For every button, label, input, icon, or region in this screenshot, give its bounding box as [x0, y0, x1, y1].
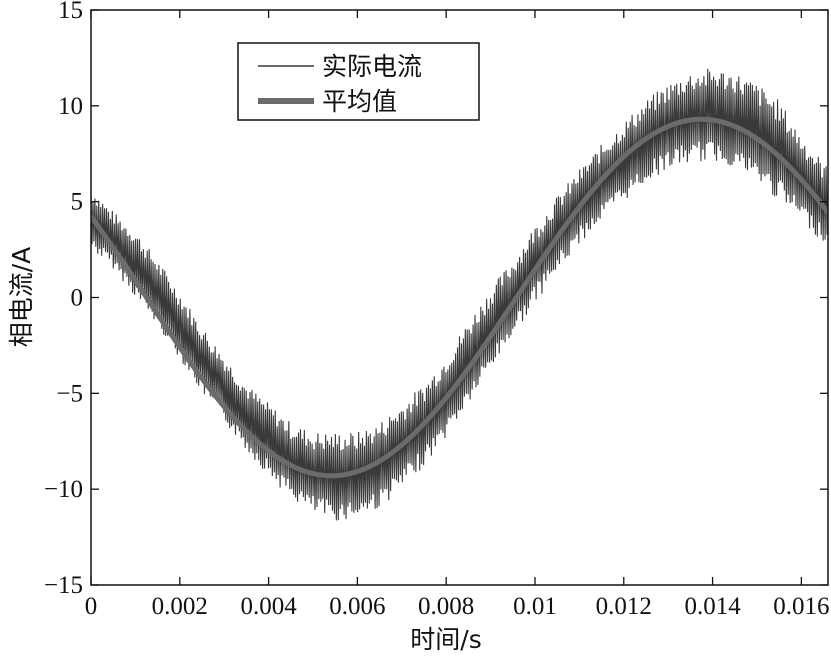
- y-tick-label: 15: [58, 0, 83, 24]
- y-tick-labels: 15 10 5 0 −5 −10 −15: [44, 0, 83, 599]
- actual-current-series-line: [91, 68, 828, 521]
- x-tick-label: 0: [85, 593, 98, 620]
- y-tick-label: −5: [56, 380, 83, 407]
- y-axis-label: 相电流/A: [7, 247, 36, 348]
- y-tick-label: 0: [71, 285, 84, 312]
- y-tick-label: 5: [71, 189, 84, 216]
- x-tick-label: 0.008: [418, 593, 474, 620]
- y-tick-label: 10: [58, 93, 83, 120]
- legend-label-actual: 实际电流: [322, 53, 422, 81]
- x-tick-label: 0.012: [596, 593, 652, 620]
- y-tick-label: −10: [44, 476, 83, 503]
- plot-frame: [90, 9, 829, 586]
- x-tick-label: 0.016: [773, 593, 829, 620]
- x-axis-label: 时间/s: [410, 625, 481, 654]
- legend-label-average: 平均值: [322, 88, 397, 116]
- legend: 实际电流 平均值: [237, 42, 480, 121]
- x-tick-label: 0.006: [329, 593, 385, 620]
- x-tick-label: 0.01: [513, 593, 557, 620]
- x-tick-label: 0.002: [152, 593, 208, 620]
- y-tick-label: −15: [44, 572, 83, 599]
- x-tick-labels: 0 0.002 0.004 0.006 0.008 0.01 0.012 0.014 0.016: [85, 593, 830, 620]
- x-tick-label: 0.014: [684, 593, 741, 620]
- x-tick-label: 0.004: [240, 593, 297, 620]
- legend-box: [237, 42, 480, 121]
- average-current-series-line: [91, 116, 828, 479]
- plot-area: [90, 9, 829, 586]
